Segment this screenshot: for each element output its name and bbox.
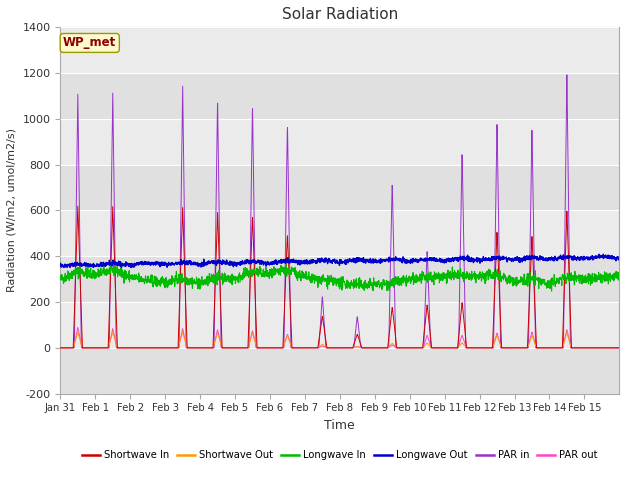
Bar [60,348,620,394]
Y-axis label: Radiation (W/m2, umol/m2/s): Radiation (W/m2, umol/m2/s) [7,129,17,292]
Bar [60,27,620,73]
Bar [60,256,620,302]
Legend: Shortwave In, Shortwave Out, Longwave In, Longwave Out, PAR in, PAR out: Shortwave In, Shortwave Out, Longwave In… [78,446,602,464]
Title: Solar Radiation: Solar Radiation [282,7,398,22]
Bar [60,302,620,348]
Bar [60,119,620,165]
X-axis label: Time: Time [324,419,355,432]
Bar [60,210,620,256]
Bar [60,165,620,210]
Bar [60,73,620,119]
Text: WP_met: WP_met [63,36,116,49]
